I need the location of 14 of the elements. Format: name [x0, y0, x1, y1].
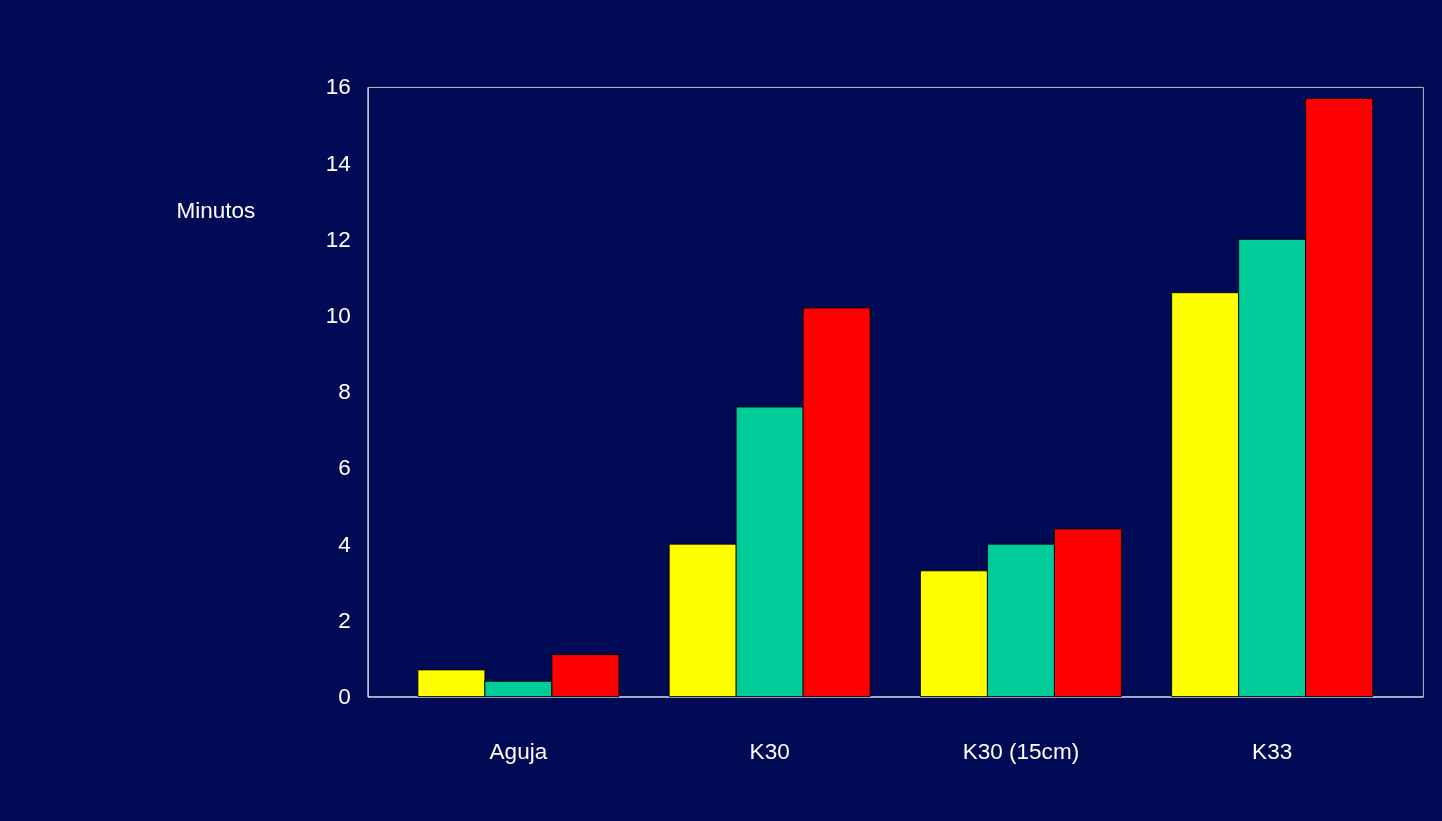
y-tick-label: 4	[338, 531, 351, 557]
y-tick-label: 8	[338, 379, 351, 405]
x-tick-label: K33	[1252, 738, 1293, 764]
y-tick-label: 16	[325, 74, 351, 100]
y-tick-label: 12	[325, 226, 351, 252]
y-tick-label: 2	[338, 607, 351, 633]
y-tick-label: 6	[338, 455, 351, 481]
x-tick-label: Aguja	[489, 738, 548, 764]
y-axis-title: Minutos	[176, 197, 256, 223]
y-tick-label: 0	[338, 683, 351, 709]
x-tick-label: K30 (15cm)	[962, 738, 1080, 764]
y-tick-label: 14	[325, 150, 351, 176]
y-tick-label: 10	[325, 302, 351, 328]
x-tick-label: K30	[749, 738, 790, 764]
